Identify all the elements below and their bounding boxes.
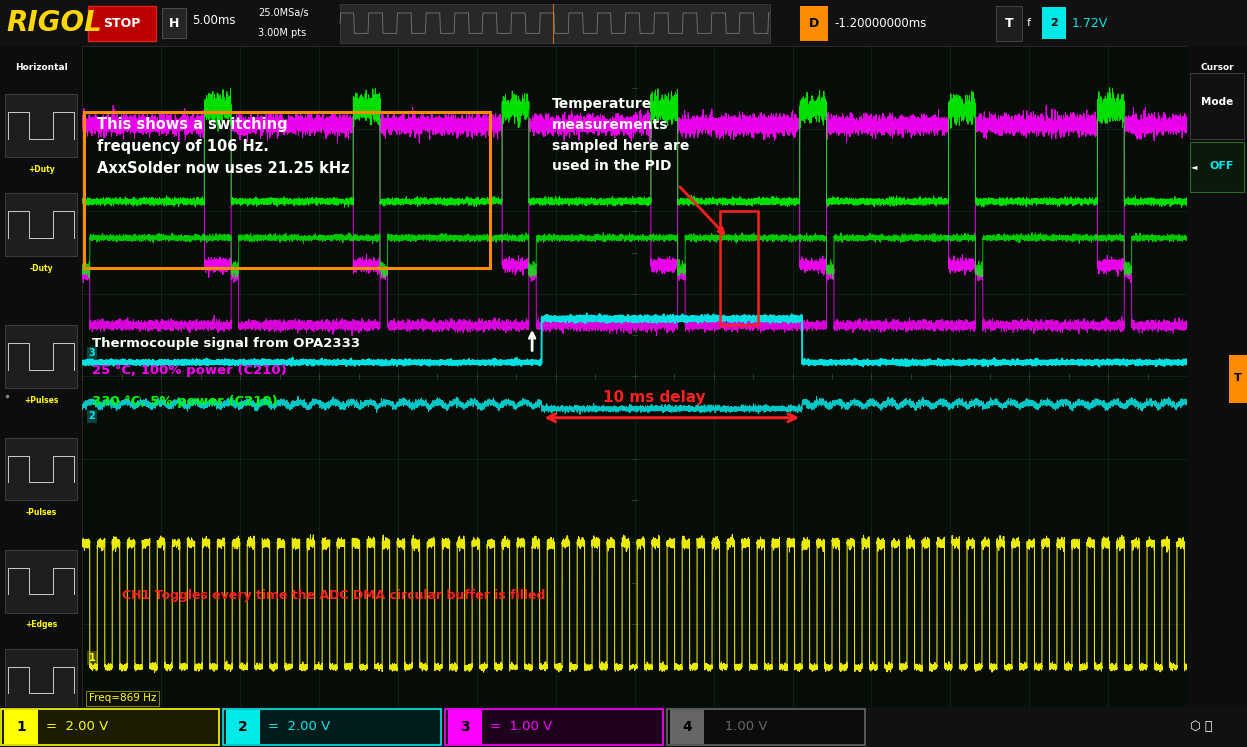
Text: =  1.00 V: = 1.00 V: [490, 720, 552, 734]
Text: This shows a switching
frequency of 106 Hz.
AxxSolder now uses 21.25 kHz: This shows a switching frequency of 106 …: [96, 117, 349, 176]
Text: 3: 3: [89, 348, 95, 359]
Bar: [226, 710, 261, 744]
Bar: [1, 709, 219, 745]
Text: 3: 3: [460, 720, 470, 734]
Text: 1: 1: [16, 720, 26, 734]
Bar: [801, 5, 828, 41]
Text: 2: 2: [238, 720, 248, 734]
Bar: [5, 438, 77, 500]
Bar: [1230, 356, 1247, 403]
Text: Mode: Mode: [1201, 97, 1233, 108]
Text: 1.72V: 1.72V: [1072, 16, 1109, 30]
Bar: [5, 325, 77, 388]
Text: 2: 2: [1050, 18, 1057, 28]
Text: 2: 2: [89, 411, 95, 421]
Text: 25 °C, 100% power (C210): 25 °C, 100% power (C210): [92, 364, 287, 377]
Bar: [5, 550, 77, 613]
Text: T: T: [1235, 374, 1242, 383]
Bar: [1190, 142, 1245, 191]
Text: +Pulses: +Pulses: [24, 396, 59, 405]
Text: 330 °C, 5% power (C210): 330 °C, 5% power (C210): [92, 394, 278, 408]
Text: ⬡ 🔊: ⬡ 🔊: [1190, 720, 1212, 734]
Bar: [448, 710, 483, 744]
Text: -Duty: -Duty: [30, 264, 52, 273]
Text: 10 ms delay: 10 ms delay: [604, 389, 706, 405]
Text: Temperature
measurements
sampled here are
used in the PID: Temperature measurements sampled here ar…: [552, 98, 690, 173]
Text: OFF: OFF: [1210, 161, 1235, 172]
Text: CH1 Toggles every time the ADC DMA circular buffer is filled: CH1 Toggles every time the ADC DMA circu…: [122, 589, 545, 602]
Text: f: f: [1028, 18, 1031, 28]
Text: 25.0MSa/s: 25.0MSa/s: [258, 8, 308, 18]
Bar: [89, 5, 156, 41]
Text: STOP: STOP: [104, 16, 141, 30]
Text: Thermocouple signal from OPA2333: Thermocouple signal from OPA2333: [92, 337, 360, 350]
Text: ◄: ◄: [1191, 162, 1197, 171]
Text: =  2.00 V: = 2.00 V: [268, 720, 330, 734]
Text: Horizontal: Horizontal: [15, 63, 67, 72]
Text: -Pulses: -Pulses: [25, 508, 57, 517]
Bar: [1190, 72, 1245, 139]
Bar: [4, 710, 37, 744]
Bar: [5, 94, 77, 157]
Text: 1.00 V: 1.00 V: [712, 720, 767, 734]
Text: H: H: [168, 16, 180, 30]
Bar: [445, 709, 663, 745]
Text: 1: 1: [89, 653, 95, 663]
Bar: [223, 709, 441, 745]
Text: =  2.00 V: = 2.00 V: [46, 720, 108, 734]
Text: 4: 4: [682, 720, 692, 734]
Text: Freq=869 Hz: Freq=869 Hz: [89, 693, 156, 704]
Text: +Duty: +Duty: [27, 165, 55, 174]
Text: 5.00ms: 5.00ms: [192, 14, 236, 28]
Bar: [996, 5, 1023, 41]
Text: -Edges: -Edges: [26, 719, 56, 728]
Text: +Edges: +Edges: [25, 621, 57, 630]
Text: ▼: ▼: [630, 32, 640, 46]
Bar: [670, 710, 705, 744]
Text: Cursor: Cursor: [1201, 63, 1233, 72]
Bar: [1042, 7, 1066, 39]
Bar: [340, 4, 769, 43]
Bar: [720, 211, 758, 325]
Text: -1.20000000ms: -1.20000000ms: [834, 16, 927, 30]
Bar: [667, 709, 865, 745]
Bar: [84, 112, 490, 267]
Bar: [5, 649, 77, 712]
Text: RIGOL: RIGOL: [6, 9, 102, 37]
Bar: [5, 193, 77, 256]
Text: D: D: [809, 16, 819, 30]
Text: 3.00M pts: 3.00M pts: [258, 28, 307, 38]
Bar: [162, 8, 186, 38]
Text: T: T: [1005, 16, 1014, 30]
